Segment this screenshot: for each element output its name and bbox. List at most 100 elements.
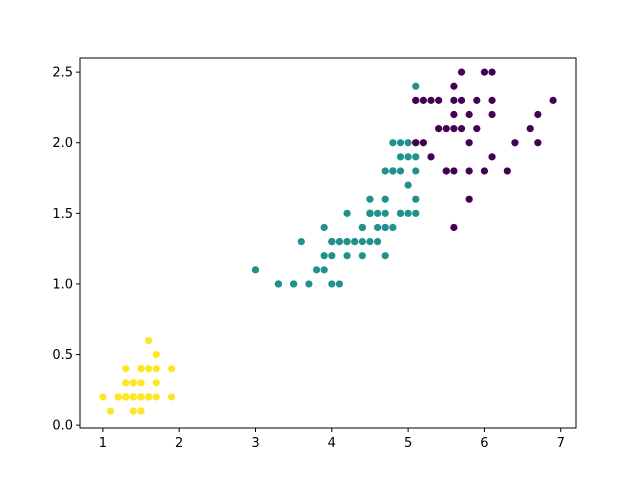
data-point xyxy=(343,237,351,246)
data-point xyxy=(381,223,389,232)
data-point xyxy=(412,195,420,203)
data-point xyxy=(145,393,153,401)
data-point xyxy=(419,139,427,147)
data-point xyxy=(450,223,458,232)
data-point xyxy=(358,223,366,232)
data-point xyxy=(122,379,130,387)
data-point xyxy=(374,223,382,232)
data-point xyxy=(152,393,160,401)
data-point xyxy=(358,252,366,260)
data-point xyxy=(381,209,389,217)
data-point xyxy=(251,266,260,274)
y-axis-ticks: 0.0 0.5 1.0 1.5 2.0 2.5 xyxy=(52,66,80,434)
data-point xyxy=(274,280,282,288)
data-point xyxy=(366,237,374,246)
data-point xyxy=(488,96,496,104)
data-point xyxy=(335,280,344,288)
data-point xyxy=(129,379,138,387)
data-point xyxy=(450,125,458,133)
data-point xyxy=(343,209,351,217)
data-point xyxy=(145,336,153,345)
data-point xyxy=(366,209,374,217)
data-point xyxy=(328,252,336,260)
data-point xyxy=(381,195,389,203)
data-point xyxy=(381,252,389,260)
data-point xyxy=(99,393,107,401)
data-point xyxy=(381,167,389,175)
x-tick-label: 2 xyxy=(175,436,183,451)
data-point xyxy=(435,96,443,104)
data-point xyxy=(137,365,145,373)
data-point xyxy=(404,209,412,217)
data-point xyxy=(450,110,458,119)
y-tick-label: 0.5 xyxy=(52,348,73,363)
data-point xyxy=(412,153,420,161)
y-tick-label: 2.0 xyxy=(52,136,73,151)
data-point xyxy=(419,96,427,104)
data-point xyxy=(412,139,420,147)
data-point xyxy=(122,365,130,373)
data-point xyxy=(366,195,374,203)
data-point xyxy=(396,139,405,147)
data-point xyxy=(457,68,466,76)
data-point xyxy=(526,125,534,133)
data-point xyxy=(480,68,489,76)
data-point xyxy=(488,153,496,161)
data-point xyxy=(427,153,435,161)
data-point xyxy=(450,96,458,104)
data-point xyxy=(488,110,496,119)
data-point xyxy=(427,96,435,104)
x-tick-label: 4 xyxy=(328,436,336,451)
data-point xyxy=(511,139,519,147)
y-tick-label: 1.5 xyxy=(52,207,73,222)
data-point xyxy=(442,167,450,175)
data-point xyxy=(137,379,145,387)
data-point xyxy=(152,365,160,373)
data-point xyxy=(297,237,305,246)
data-point xyxy=(396,153,405,161)
data-point xyxy=(389,139,397,147)
data-point xyxy=(114,393,122,401)
data-point xyxy=(343,252,351,260)
data-point xyxy=(152,350,160,359)
data-point xyxy=(435,125,443,133)
x-tick-label: 7 xyxy=(557,436,565,451)
data-point xyxy=(137,407,145,415)
data-point xyxy=(358,237,366,246)
data-point xyxy=(389,223,397,232)
data-point xyxy=(465,110,473,119)
data-point xyxy=(328,280,336,288)
x-tick-label: 6 xyxy=(480,436,488,451)
axes-frame xyxy=(79,57,577,429)
data-point xyxy=(457,125,466,133)
data-point xyxy=(129,393,138,401)
data-point xyxy=(412,96,420,104)
y-tick-label: 0.0 xyxy=(52,419,73,434)
data-point xyxy=(412,209,420,217)
data-point xyxy=(465,195,473,203)
data-point xyxy=(534,139,542,147)
points-layer xyxy=(99,68,557,415)
data-point xyxy=(122,393,130,401)
y-tick-label: 2.5 xyxy=(52,66,73,81)
data-point xyxy=(335,237,344,246)
data-point xyxy=(351,237,359,246)
data-point xyxy=(404,139,412,147)
data-point xyxy=(152,379,160,387)
data-point xyxy=(106,407,115,415)
data-point xyxy=(465,139,473,147)
data-point xyxy=(374,237,382,246)
data-point xyxy=(320,266,328,274)
data-point xyxy=(503,167,511,175)
data-point xyxy=(404,153,412,161)
data-point xyxy=(328,237,336,246)
x-tick-label: 1 xyxy=(99,436,107,451)
data-point xyxy=(389,167,397,175)
data-point xyxy=(465,167,473,175)
data-point xyxy=(396,167,405,175)
series-2 xyxy=(412,68,557,232)
data-point xyxy=(374,209,382,217)
data-point xyxy=(290,280,298,288)
